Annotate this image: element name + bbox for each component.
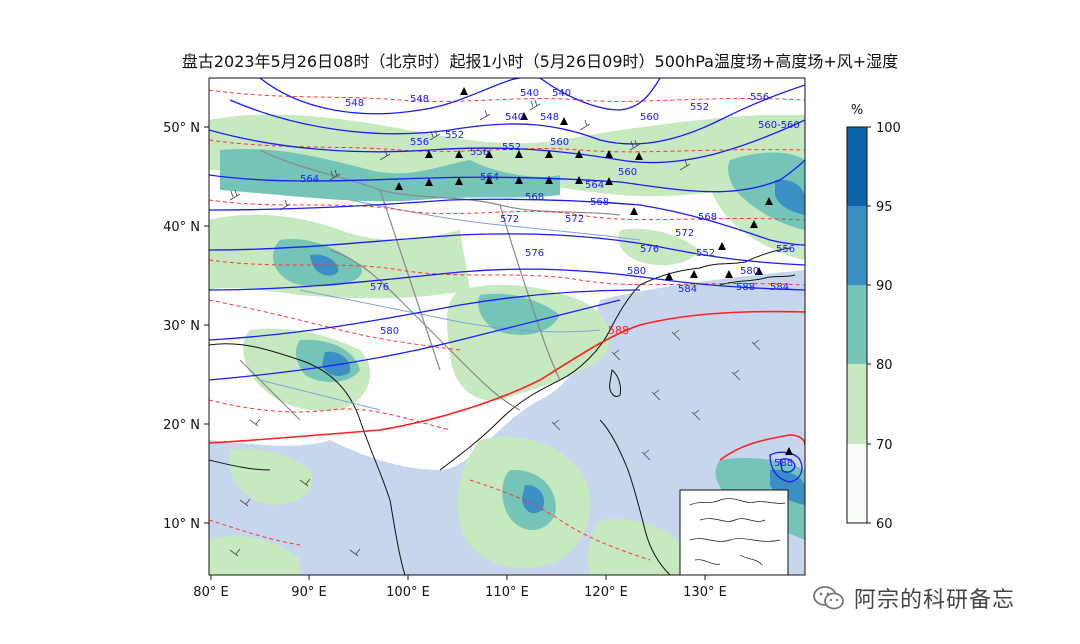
- contour-label: 548: [345, 98, 364, 109]
- contour-label: 556: [776, 244, 795, 255]
- colorbar-tick: 60: [876, 517, 893, 532]
- colorbar-tick: 80: [876, 358, 893, 373]
- wechat-icon: [813, 586, 844, 610]
- contour-label: 556: [470, 147, 489, 158]
- isotherm-solid: [209, 310, 805, 444]
- temperature-contours: [209, 89, 805, 561]
- lat-tick-label: 10° N: [163, 517, 200, 532]
- contour-label: 576: [640, 244, 659, 255]
- lat-tick-label: 20° N: [163, 418, 200, 433]
- humidity-shading: [209, 114, 805, 575]
- lat-tick-label: 50° N: [163, 121, 200, 136]
- plot-area: 540 540 540 548 548 548 552 552 552 556 …: [209, 78, 805, 575]
- contour-label: 556: [750, 92, 769, 103]
- contour-label: 552: [502, 142, 521, 153]
- contour-label: 572: [675, 228, 694, 239]
- lon-tick-label: 110° E: [485, 585, 529, 600]
- contour-label: 588: [774, 458, 793, 469]
- contour-label: 540: [505, 112, 524, 123]
- lat-tick-label: 30° N: [163, 319, 200, 334]
- colorbar-segment-95-100: [847, 127, 867, 206]
- lon-tick-label: 80° E: [193, 585, 228, 600]
- contour-label: 584: [770, 282, 789, 293]
- lon-tick-label: 90° E: [291, 585, 326, 600]
- contour-label: 564: [480, 172, 499, 183]
- colorbar-segment-90-95: [847, 206, 867, 285]
- lon-tick-label: 100° E: [386, 585, 430, 600]
- contour-label: 568: [698, 212, 717, 223]
- contour-label: 556: [410, 137, 429, 148]
- contour-label: 552: [445, 130, 464, 141]
- wind-barbs: [229, 99, 761, 557]
- inset-map: [679, 489, 789, 575]
- ocean-fill: [209, 270, 805, 575]
- colorbar-segment-80-90: [847, 285, 867, 364]
- contour-label: 560: [550, 137, 569, 148]
- isotherm-solid-se: [719, 434, 805, 461]
- colorbar-tick: 90: [876, 279, 893, 294]
- colorbar-tick: 100: [876, 121, 901, 136]
- contour-label: 540: [552, 88, 571, 99]
- contour-label: 576: [525, 248, 544, 259]
- contour-label: 580: [627, 266, 646, 277]
- contour-label: 568: [525, 192, 544, 203]
- map-title: 盘古2023年5月26日08时（北京时）起报1小时（5月26日09时）500hP…: [181, 52, 899, 71]
- front-markers: [395, 87, 793, 455]
- contour-label: 584: [678, 284, 697, 295]
- contour-label: 560: [618, 167, 637, 178]
- contour-label: 552: [696, 248, 715, 259]
- coastlines: [209, 247, 796, 575]
- contour-label: 548: [540, 112, 559, 123]
- lat-axis: 50° N 40° N 30° N 20° N 10° N: [163, 121, 209, 532]
- lon-axis: 80° E 90° E 100° E 110° E 120° E 130° E: [193, 575, 727, 600]
- colorbar-tick: 95: [876, 200, 893, 215]
- lon-tick-label: 130° E: [683, 585, 727, 600]
- contour-label: 572: [500, 214, 519, 225]
- contour-label: 576: [370, 282, 389, 293]
- colorbar-segment-70-80: [847, 364, 867, 444]
- contour-label: 540: [520, 88, 539, 99]
- watermark: 阿宗的科研备忘: [812, 578, 1015, 618]
- contour-label: 568: [590, 197, 609, 208]
- contour-label: 572: [565, 214, 584, 225]
- isotherm-label: 588: [608, 324, 629, 337]
- colorbar-unit: %: [851, 103, 863, 118]
- colorbar: % 100 95 90 80 70 60: [846, 103, 901, 532]
- contour-label: 560: [640, 112, 659, 123]
- colorbar-tick: 70: [876, 438, 893, 453]
- contour-label: 548: [410, 94, 429, 105]
- colorbar-segment-60-70: [847, 444, 867, 523]
- contour-label: 588: [736, 282, 755, 293]
- contour-label: 580: [740, 266, 759, 277]
- contour-label: 564: [585, 180, 604, 191]
- contour-label: 580: [380, 326, 399, 337]
- watermark-text: 阿宗的科研备忘: [854, 588, 1016, 613]
- colorbar-frame: [846, 126, 868, 524]
- contour-label: 564: [300, 174, 319, 185]
- lon-tick-label: 120° E: [584, 585, 628, 600]
- country-borders: [239, 149, 621, 421]
- contour-label: 560-560: [758, 120, 800, 131]
- contour-label: 552: [690, 102, 709, 113]
- height-contour-labels: 540 540 540 548 548 548 552 552 552 556 …: [300, 88, 800, 469]
- lat-tick-label: 40° N: [163, 220, 200, 235]
